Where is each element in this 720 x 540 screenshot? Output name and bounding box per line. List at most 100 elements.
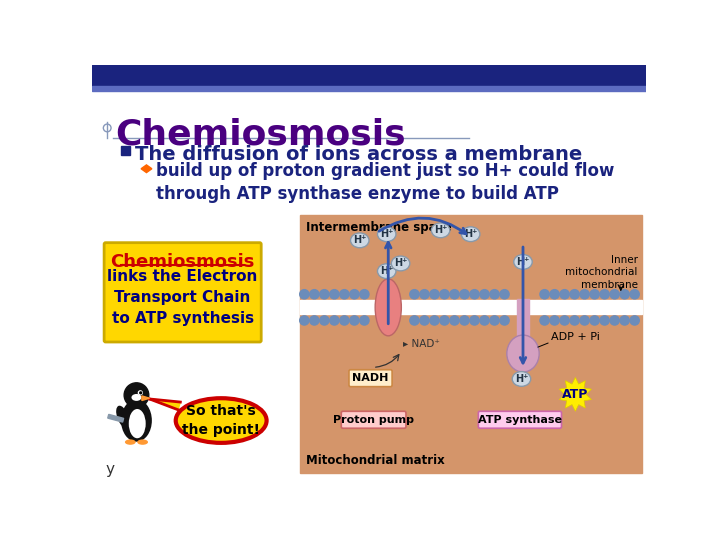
Circle shape (490, 289, 499, 299)
Ellipse shape (514, 254, 532, 269)
FancyBboxPatch shape (478, 411, 562, 428)
Bar (300, 300, 642, 314)
Circle shape (610, 289, 619, 299)
Bar (92, 65, 647, 86)
Text: ATP synthase: ATP synthase (478, 415, 562, 425)
Circle shape (330, 316, 339, 325)
Text: Proton pump: Proton pump (333, 415, 414, 425)
Ellipse shape (375, 279, 401, 336)
Circle shape (470, 289, 479, 299)
Circle shape (550, 289, 559, 299)
Ellipse shape (176, 398, 266, 443)
Polygon shape (141, 165, 152, 173)
Text: ADP + Pi: ADP + Pi (552, 333, 600, 342)
Text: Inner
mitochondrial
membrane: Inner mitochondrial membrane (565, 255, 638, 290)
FancyBboxPatch shape (349, 370, 392, 387)
Text: H⁺: H⁺ (516, 257, 530, 267)
Text: y: y (106, 462, 114, 477)
Circle shape (440, 316, 449, 325)
Circle shape (490, 316, 499, 325)
Circle shape (350, 316, 359, 325)
Circle shape (430, 289, 439, 299)
Circle shape (410, 316, 419, 325)
Circle shape (470, 316, 479, 325)
Bar (517, 299, 529, 362)
Circle shape (480, 316, 489, 325)
Text: Chemiosmosis: Chemiosmosis (115, 117, 405, 151)
Circle shape (450, 289, 459, 299)
Text: Chemiosmosis: Chemiosmosis (110, 253, 255, 272)
Text: H⁺: H⁺ (380, 229, 393, 239)
Circle shape (590, 289, 599, 299)
Circle shape (500, 289, 509, 299)
Text: H⁺: H⁺ (434, 225, 447, 235)
Circle shape (420, 316, 429, 325)
Circle shape (630, 289, 639, 299)
Ellipse shape (507, 335, 539, 372)
Bar (92, 86, 647, 91)
Polygon shape (559, 377, 591, 411)
Circle shape (138, 391, 143, 395)
Circle shape (320, 289, 329, 299)
Text: Intermembrane space: Intermembrane space (306, 221, 451, 234)
Polygon shape (150, 399, 180, 410)
Circle shape (360, 316, 369, 325)
Circle shape (460, 289, 469, 299)
Text: The diffusion of ions across a membrane: The diffusion of ions across a membrane (135, 145, 582, 164)
FancyBboxPatch shape (341, 411, 406, 428)
Text: H⁺: H⁺ (394, 259, 408, 268)
Text: Mitochondrial matrix: Mitochondrial matrix (306, 454, 445, 467)
Ellipse shape (138, 440, 148, 445)
Polygon shape (142, 396, 150, 401)
Ellipse shape (116, 406, 129, 428)
Circle shape (600, 316, 609, 325)
Circle shape (440, 289, 449, 299)
Circle shape (620, 289, 629, 299)
Bar (108, 414, 124, 422)
Circle shape (580, 316, 589, 325)
Text: ▸ NAD⁺: ▸ NAD⁺ (403, 339, 440, 349)
Circle shape (500, 316, 509, 325)
FancyBboxPatch shape (104, 242, 261, 342)
Circle shape (560, 316, 570, 325)
Circle shape (300, 289, 309, 299)
Circle shape (124, 383, 149, 408)
Circle shape (610, 316, 619, 325)
Circle shape (430, 316, 439, 325)
Ellipse shape (125, 440, 135, 445)
Text: H⁺: H⁺ (380, 266, 393, 276)
Circle shape (420, 289, 429, 299)
Circle shape (360, 289, 369, 299)
Circle shape (350, 289, 359, 299)
Circle shape (340, 316, 349, 325)
Ellipse shape (431, 223, 450, 238)
Circle shape (540, 316, 549, 325)
Ellipse shape (392, 256, 410, 271)
Text: H⁺: H⁺ (515, 374, 528, 384)
Circle shape (320, 316, 329, 325)
Circle shape (330, 289, 339, 299)
Ellipse shape (377, 264, 396, 279)
Circle shape (410, 289, 419, 299)
Circle shape (300, 316, 309, 325)
Text: ATP: ATP (562, 388, 588, 401)
Ellipse shape (512, 372, 531, 386)
Text: build up of proton gradient just so H+ could flow
through ATP synthase enzyme to: build up of proton gradient just so H+ c… (156, 162, 615, 204)
Circle shape (140, 392, 142, 394)
Text: H⁺: H⁺ (464, 229, 477, 239)
Circle shape (340, 289, 349, 299)
Ellipse shape (129, 409, 145, 438)
Circle shape (310, 289, 319, 299)
Circle shape (550, 316, 559, 325)
Bar (300, 215, 642, 473)
Circle shape (460, 316, 469, 325)
Circle shape (570, 316, 579, 325)
Ellipse shape (351, 233, 369, 248)
Circle shape (600, 289, 609, 299)
Circle shape (630, 316, 639, 325)
Circle shape (590, 316, 599, 325)
Ellipse shape (132, 394, 141, 401)
Circle shape (480, 289, 489, 299)
Circle shape (580, 289, 589, 299)
Ellipse shape (377, 227, 396, 241)
